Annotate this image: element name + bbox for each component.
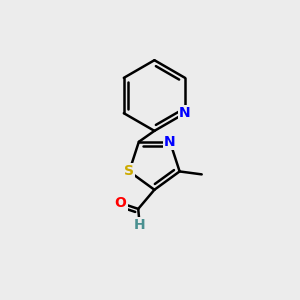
Text: S: S bbox=[124, 164, 134, 178]
Text: O: O bbox=[115, 196, 127, 210]
Text: N: N bbox=[179, 106, 191, 120]
Text: N: N bbox=[164, 135, 176, 149]
Text: H: H bbox=[134, 218, 146, 232]
